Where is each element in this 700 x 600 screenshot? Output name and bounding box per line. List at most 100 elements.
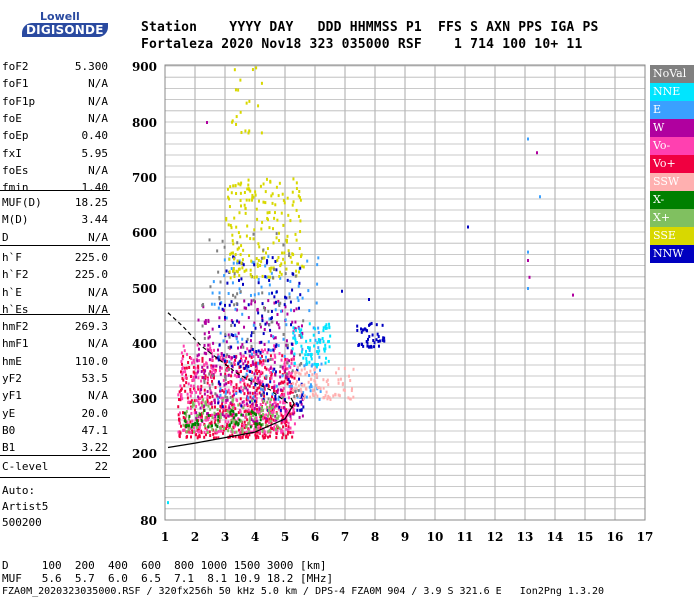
echo-point <box>243 306 246 310</box>
echo-point <box>291 369 294 373</box>
echo-point <box>177 405 180 409</box>
echo-point <box>269 354 272 358</box>
echo-point <box>203 351 206 355</box>
echo-point <box>228 404 231 408</box>
echo-point <box>230 191 233 195</box>
echo-point <box>376 332 379 336</box>
echo-point <box>300 402 303 406</box>
echo-point <box>262 182 265 186</box>
echo-point <box>226 187 229 191</box>
echo-point <box>295 186 298 190</box>
echo-point <box>269 371 272 375</box>
echo-point <box>217 429 220 433</box>
echo-point <box>192 370 195 374</box>
echo-point <box>252 195 255 199</box>
echo-point <box>247 421 250 425</box>
echo-point <box>232 269 235 273</box>
echo-point <box>278 370 281 374</box>
echo-point <box>274 355 277 359</box>
echo-point <box>272 227 275 231</box>
echo-point <box>247 187 250 191</box>
echo-point <box>205 403 208 407</box>
echo-point <box>258 413 261 417</box>
echo-point <box>210 391 213 395</box>
echo-point <box>194 366 197 370</box>
echo-point <box>197 430 200 434</box>
echo-point <box>257 104 260 108</box>
echo-point <box>291 288 294 292</box>
echo-point <box>230 324 233 328</box>
echo-point <box>210 349 213 353</box>
y-tick-label: 400 <box>132 337 157 351</box>
echo-point <box>230 382 233 386</box>
param-label: h`E <box>2 285 22 299</box>
echo-point <box>292 408 295 412</box>
echo-point <box>235 391 238 395</box>
echo-point <box>280 211 283 215</box>
echo-point <box>233 68 236 72</box>
echo-point <box>185 430 188 434</box>
echo-point <box>283 303 286 307</box>
echo-point <box>222 428 225 432</box>
echo-point <box>273 360 276 364</box>
echo-point <box>264 251 267 255</box>
echo-point <box>185 414 188 418</box>
echo-point <box>233 430 236 434</box>
echo-point <box>318 355 321 359</box>
echo-point <box>268 292 271 296</box>
echo-point <box>211 394 214 398</box>
echo-point <box>198 390 201 394</box>
echo-point <box>322 340 325 344</box>
echo-point <box>235 420 238 424</box>
echo-point <box>246 187 249 191</box>
echo-point <box>294 382 297 386</box>
echo-point <box>536 151 538 155</box>
echo-point <box>257 436 260 440</box>
echo-point <box>241 282 244 286</box>
echo-point <box>251 408 254 412</box>
echo-point <box>316 363 319 367</box>
echo-point <box>246 418 249 422</box>
echo-point <box>317 326 320 330</box>
echo-point <box>215 364 218 368</box>
echo-point <box>198 429 201 433</box>
echo-point <box>207 414 210 418</box>
echo-point <box>286 378 289 382</box>
echo-point <box>527 137 529 141</box>
echo-point <box>211 291 214 295</box>
echo-point <box>282 257 285 261</box>
echo-point <box>275 416 278 420</box>
echo-point <box>288 411 291 415</box>
echo-point <box>282 425 285 429</box>
echo-point <box>206 121 208 124</box>
y-tick-label: 80 <box>140 514 157 528</box>
echo-point <box>203 378 206 382</box>
echo-point <box>299 387 302 391</box>
echo-point <box>264 434 267 438</box>
echo-point <box>187 400 190 404</box>
param-value: 269.3 <box>74 320 108 333</box>
echo-point <box>352 395 355 399</box>
echo-point <box>232 405 235 409</box>
echo-point <box>197 400 200 404</box>
echo-point <box>267 309 270 313</box>
echo-point <box>245 386 248 390</box>
echo-point <box>229 355 232 359</box>
echo-point <box>202 376 205 380</box>
echo-point <box>291 320 294 324</box>
echo-point <box>207 343 210 347</box>
echo-point <box>212 280 215 284</box>
echo-point <box>230 402 233 406</box>
echo-point <box>291 252 294 256</box>
echo-point <box>228 205 231 209</box>
echo-point <box>273 380 276 384</box>
echo-point <box>256 392 259 396</box>
echo-point <box>293 403 296 407</box>
echo-point <box>193 378 196 382</box>
param-label: M(D) <box>2 213 29 227</box>
echo-point <box>271 357 274 361</box>
echo-point <box>272 276 275 280</box>
echo-point <box>298 327 301 331</box>
echo-point <box>273 367 276 371</box>
echo-point <box>258 407 261 411</box>
